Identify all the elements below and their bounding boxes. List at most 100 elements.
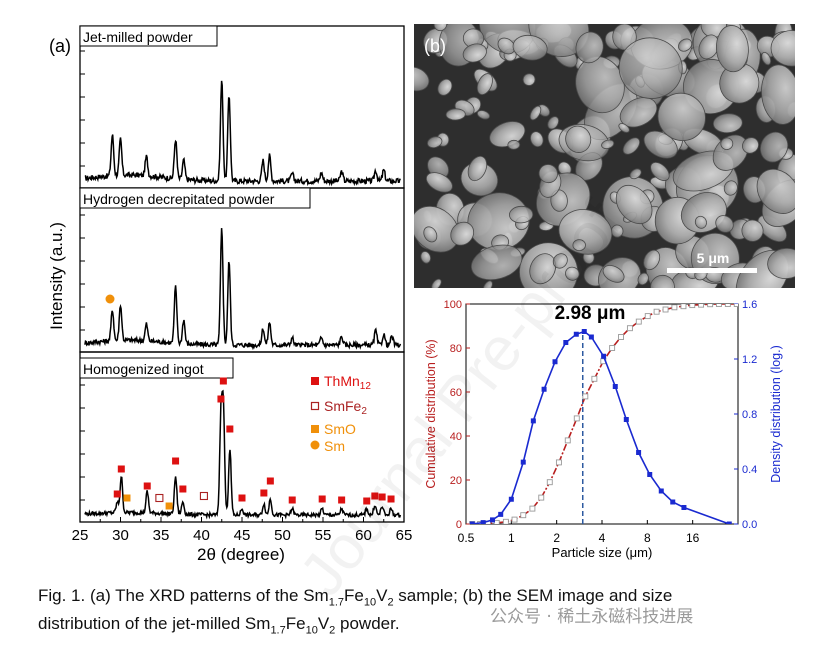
subpanel-title-box	[79, 187, 311, 209]
panel-b-label: (b)	[424, 36, 446, 56]
psd-y2-tick-label: 0.8	[742, 409, 757, 421]
legend-label-smfe2: SmFe2	[324, 398, 367, 417]
cumulative-point	[724, 304, 731, 307]
sem-particle	[622, 137, 641, 155]
density-point	[612, 384, 618, 389]
cumulative-point	[698, 304, 705, 308]
cumulative-point	[635, 318, 642, 325]
phase-markers	[113, 377, 395, 510]
density-point	[498, 511, 504, 517]
psd-y2-tick-label: 1.2	[742, 354, 757, 366]
sem-image-panel: (b) 5 μm	[414, 24, 795, 288]
sem-particle	[445, 108, 466, 121]
cumulative-point	[662, 306, 669, 313]
sem-particle	[650, 274, 675, 288]
sem-particle	[643, 249, 661, 271]
cumulative-point	[644, 313, 651, 320]
legend-marker-smo	[311, 425, 319, 433]
density-point	[530, 418, 536, 424]
psd-y2-tick-label: 1.6	[742, 299, 757, 311]
psd-y-tick-label: 80	[450, 343, 462, 355]
cumulative-point	[653, 308, 660, 315]
sem-particle	[678, 38, 693, 52]
sem-particle	[618, 123, 630, 133]
cumulative-point	[573, 415, 580, 422]
sem-particle	[761, 51, 772, 66]
cumulative-point	[618, 334, 624, 340]
panel-a-label: (a)	[49, 36, 71, 56]
xrd-x-tick-label: 30	[112, 527, 129, 544]
sem-particle	[538, 164, 558, 184]
sem-particle	[420, 251, 431, 264]
density-markers	[469, 329, 732, 524]
sem-particle	[770, 30, 795, 67]
thmn12-peak-marker	[113, 490, 121, 498]
cumulative-point	[671, 304, 678, 311]
sem-particle	[715, 215, 734, 233]
sem-particle	[761, 64, 795, 125]
thmn12-peak-marker	[387, 495, 395, 503]
density-point	[726, 521, 732, 524]
wechat-watermark: 公众号 · 稀土永磁科技进展	[490, 607, 694, 627]
sem-particle	[565, 125, 592, 153]
psd-x-tick-label: 8	[644, 531, 651, 545]
sem-particle	[427, 136, 443, 149]
subpanel-title-box	[79, 357, 234, 379]
xrd-x-tick-label: 55	[315, 527, 332, 544]
sem-particle	[715, 25, 749, 73]
caption-line-2: distribution of the jet-milled Sm1.7Fe10…	[38, 614, 400, 637]
xrd-panel: (a) Intensity (a.u.) Jet-milled powder H…	[47, 25, 412, 564]
density-point	[588, 334, 594, 340]
cumulative-point	[626, 325, 633, 332]
phase-legend: ThMn12 SmFe2 SmO Sm	[310, 373, 371, 454]
sem-particle	[657, 92, 706, 141]
density-point	[601, 353, 607, 359]
cumulative-point	[591, 375, 598, 382]
sem-particle	[615, 184, 653, 225]
sem-particle	[618, 37, 683, 99]
thmn12-peak-marker	[238, 494, 246, 502]
subpanel-title-box	[79, 25, 218, 47]
sem-scale-bar-label: 5 μm	[697, 250, 730, 266]
sem-particle	[565, 266, 580, 281]
sem-particle	[575, 31, 604, 64]
sem-particle	[602, 265, 625, 283]
sem-particle	[467, 155, 488, 182]
psd-x-tick-label: 4	[599, 531, 606, 545]
sem-particle	[423, 226, 438, 243]
legend-label-thmn12: ThMn12	[324, 373, 371, 392]
sem-particle	[425, 172, 453, 193]
thmn12-peak-marker	[217, 395, 225, 403]
psd-x-tick-label: 1	[508, 531, 515, 545]
density-point	[573, 331, 579, 337]
sem-particle	[509, 205, 534, 224]
psd-axes: 0.5 1 2 4 8 16 0 20 40 60 80 100 0.0 0.4 0.8 1.2 1.6	[444, 299, 758, 545]
sem-particle	[433, 24, 448, 32]
sem-particle	[720, 137, 734, 150]
sem-particle	[470, 244, 523, 281]
thmn12-peak-marker	[378, 493, 386, 501]
density-point	[552, 359, 558, 365]
xrd-trace-hydrogen-decrepitated	[84, 228, 402, 351]
thmn12-peak-marker	[371, 492, 379, 500]
xrd-y-axis-label: Intensity (a.u.)	[47, 222, 66, 330]
xrd-x-tick-label: 45	[234, 527, 251, 544]
sem-particle	[637, 272, 649, 286]
xrd-x-axis-label: 2θ (degree)	[197, 545, 285, 564]
psd-x-tick-label: 16	[686, 531, 700, 545]
psd-x-axis-label: Particle size (μm)	[552, 545, 653, 560]
sem-particle	[601, 139, 615, 150]
cumulative-point	[493, 519, 500, 524]
psd-x-tick-label: 2	[553, 531, 560, 545]
psd-y-tick-label: 20	[450, 475, 462, 487]
thmn12-peak-marker	[363, 497, 371, 505]
cumulative-point	[609, 345, 616, 351]
sem-particle	[431, 278, 442, 288]
thmn12-peak-marker	[143, 482, 151, 490]
thmn12-peak-marker	[266, 477, 274, 485]
legend-label-sm: Sm	[324, 438, 345, 454]
sem-particle	[529, 105, 542, 121]
xrd-x-tick-label: 35	[153, 527, 170, 544]
density-point	[636, 450, 642, 455]
legend-marker-thmn12	[311, 377, 319, 385]
